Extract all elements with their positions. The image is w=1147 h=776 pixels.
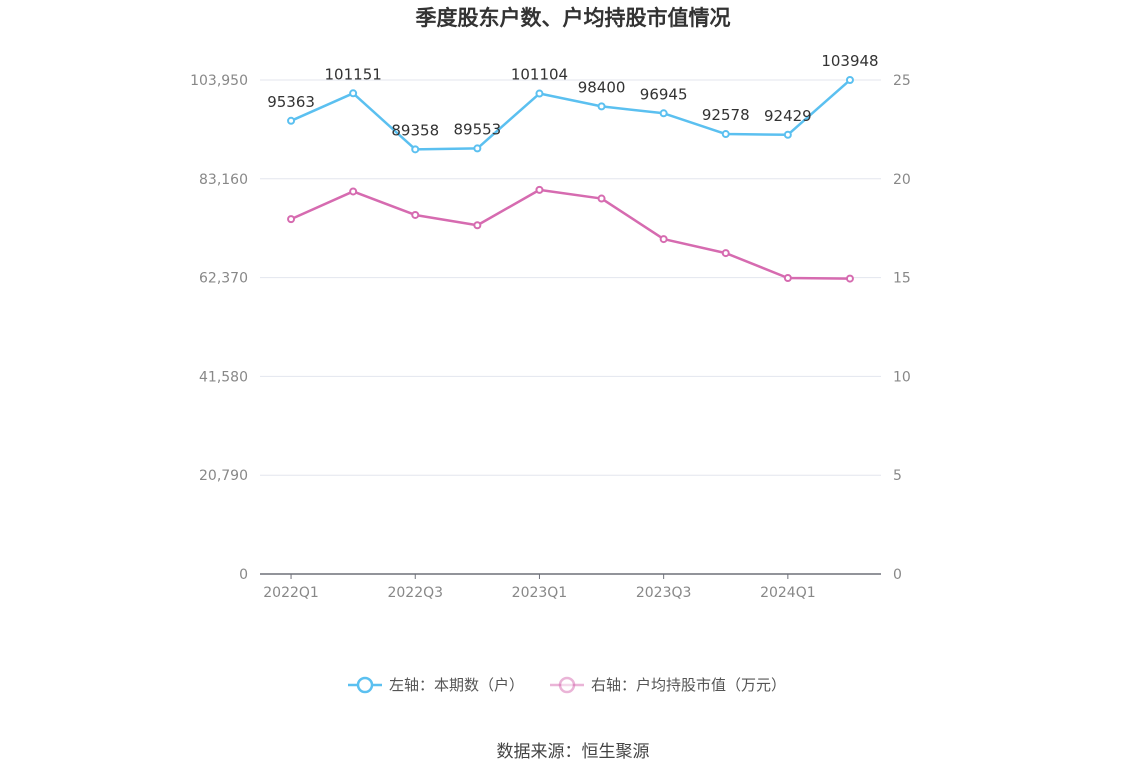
data-label: 96945 — [640, 85, 688, 103]
x-tick-label: 2022Q1 — [263, 585, 319, 601]
data-point[interactable] — [721, 249, 730, 258]
left-tick-label: 20,790 — [199, 468, 248, 484]
data-point[interactable] — [473, 144, 482, 153]
data-point[interactable] — [349, 89, 358, 98]
data-label: 92578 — [702, 106, 750, 124]
data-point[interactable] — [473, 221, 482, 230]
series-line — [290, 79, 851, 151]
series-1: 95363 101151 89358 89553 101104 98400 96945 925… — [267, 52, 879, 154]
data-point[interactable] — [845, 274, 854, 283]
legend-label: 右轴：户均持股市值（万元） — [591, 676, 786, 694]
data-point[interactable] — [659, 235, 668, 244]
data-point[interactable] — [287, 116, 296, 125]
left-tick-label: 103,950 — [190, 73, 248, 89]
data-label: 95363 — [267, 93, 315, 111]
series-layer: 95363 101151 89358 89553 101104 98400 96945 925… — [267, 52, 879, 283]
data-point[interactable] — [535, 89, 544, 98]
data-label: 89358 — [391, 121, 439, 139]
data-point[interactable] — [721, 130, 730, 139]
source-note: 数据来源：恒生聚源 — [497, 742, 650, 762]
data-point[interactable] — [411, 145, 420, 154]
right-tick-label: 15 — [893, 271, 911, 287]
x-tick-label: 2023Q1 — [512, 585, 568, 601]
legend-marker — [356, 676, 374, 694]
right-axis: 0 5 10 15 20 25 — [893, 73, 911, 583]
x-tick-label: 2024Q1 — [760, 585, 816, 601]
data-point[interactable] — [845, 76, 854, 85]
data-point[interactable] — [783, 130, 792, 139]
right-tick-label: 25 — [893, 73, 911, 89]
series-line — [290, 188, 850, 280]
series-2 — [287, 185, 854, 283]
left-axis: 0 20,790 41,580 62,370 83,160 103,950 — [190, 73, 248, 583]
left-tick-label: 62,370 — [199, 271, 248, 287]
legend-item-1[interactable]: 左轴：本期数（户） — [348, 676, 524, 694]
x-tick-label: 2022Q3 — [387, 585, 443, 601]
right-tick-label: 0 — [893, 567, 902, 583]
data-label: 101151 — [325, 65, 382, 83]
right-tick-label: 5 — [893, 468, 902, 484]
left-tick-label: 41,580 — [199, 369, 248, 385]
legend-marker — [558, 676, 576, 694]
legend-item-2[interactable]: 右轴：户均持股市值（万元） — [550, 676, 786, 694]
data-point[interactable] — [597, 194, 606, 203]
data-label: 98400 — [578, 78, 626, 96]
data-label: 92429 — [764, 107, 812, 125]
data-point[interactable] — [659, 109, 668, 118]
data-point[interactable] — [535, 185, 544, 194]
right-tick-label: 20 — [893, 172, 911, 188]
legend[interactable]: 左轴：本期数（户） 右轴：户均持股市值（万元） — [348, 676, 786, 694]
x-tick-label: 2023Q3 — [636, 585, 692, 601]
data-label: 101104 — [511, 66, 568, 84]
data-label: 89553 — [453, 120, 501, 138]
left-tick-label: 0 — [239, 567, 248, 583]
legend-label: 左轴：本期数（户） — [389, 676, 524, 694]
data-point[interactable] — [597, 102, 606, 111]
left-tick-label: 83,160 — [199, 172, 248, 188]
chart-title: 季度股东户数、户均持股市值情况 — [416, 6, 731, 30]
data-point[interactable] — [349, 187, 358, 196]
right-tick-label: 10 — [893, 369, 911, 385]
data-point[interactable] — [411, 210, 420, 219]
x-axis: 2022Q1 2022Q3 2023Q1 2023Q3 2024Q1 — [260, 573, 881, 601]
data-point[interactable] — [783, 273, 792, 282]
data-label: 103948 — [821, 52, 878, 70]
grid-lines — [260, 79, 881, 476]
data-point[interactable] — [287, 215, 296, 224]
